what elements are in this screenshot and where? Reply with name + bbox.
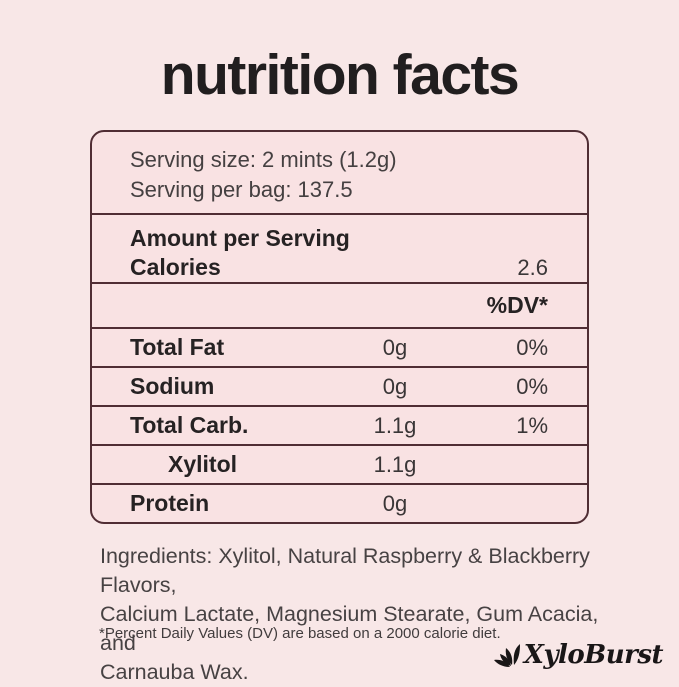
nutrient-name: Xylitol: [168, 451, 238, 477]
nutrient-dv: 0%: [516, 373, 548, 399]
nutrient-name: Protein: [130, 490, 210, 516]
daily-value-header: %DV*: [486, 292, 548, 318]
daily-value-footnote: *Percent Daily Values (DV) are based on …: [99, 625, 501, 642]
amount-per-serving-heading: Amount per Serving: [130, 225, 350, 251]
calories-label: Calories: [130, 254, 221, 280]
leaf-sprig-icon: [493, 644, 520, 667]
nutrient-amount: 1.1g: [373, 412, 417, 438]
nutrient-amount: 0g: [382, 490, 408, 516]
nutrient-amount: 0g: [382, 373, 408, 399]
nutrient-row-total-carb: Total Carb. 1.1g 1%: [92, 407, 587, 446]
nutrient-dv: 1%: [516, 412, 548, 438]
nutrition-facts-panel: Serving size: 2 mints (1.2g) Serving per…: [90, 130, 589, 524]
nutrient-row-xylitol: Xylitol 1.1g: [92, 446, 587, 485]
page-title: nutrition facts: [160, 43, 520, 107]
nutrient-name: Total Carb.: [130, 412, 249, 438]
serving-size-text: Serving size: 2 mints (1.2g): [130, 147, 397, 172]
nutrient-dv: 0%: [516, 334, 548, 360]
nutrient-amount: 0g: [382, 334, 408, 360]
calories-value: 2.6: [517, 255, 548, 280]
nutrient-row-total-fat: Total Fat 0g 0%: [92, 329, 587, 368]
brand-logo: XyloBurst: [493, 640, 664, 670]
nutrient-row-protein: Protein 0g: [92, 485, 587, 522]
daily-value-header-row: %DV*: [92, 284, 587, 329]
nutrient-name: Total Fat: [130, 334, 225, 360]
brand-name: XyloBurst: [523, 640, 664, 670]
serving-info-row: Serving size: 2 mints (1.2g) Serving per…: [92, 132, 587, 215]
ingredients-line: Ingredients: Xylitol, Natural Raspberry …: [100, 544, 590, 597]
nutrient-amount: 1.1g: [373, 451, 417, 477]
nutrient-name: Sodium: [130, 373, 215, 399]
nutrient-row-sodium: Sodium 0g 0%: [92, 368, 587, 407]
ingredients-line: Calcium Lactate, Magnesium Stearate, Gum…: [100, 602, 599, 655]
serving-per-bag-text: Serving per bag: 137.5: [130, 177, 353, 202]
amount-per-serving-row: Amount per Serving Calories 2.6: [92, 215, 587, 284]
